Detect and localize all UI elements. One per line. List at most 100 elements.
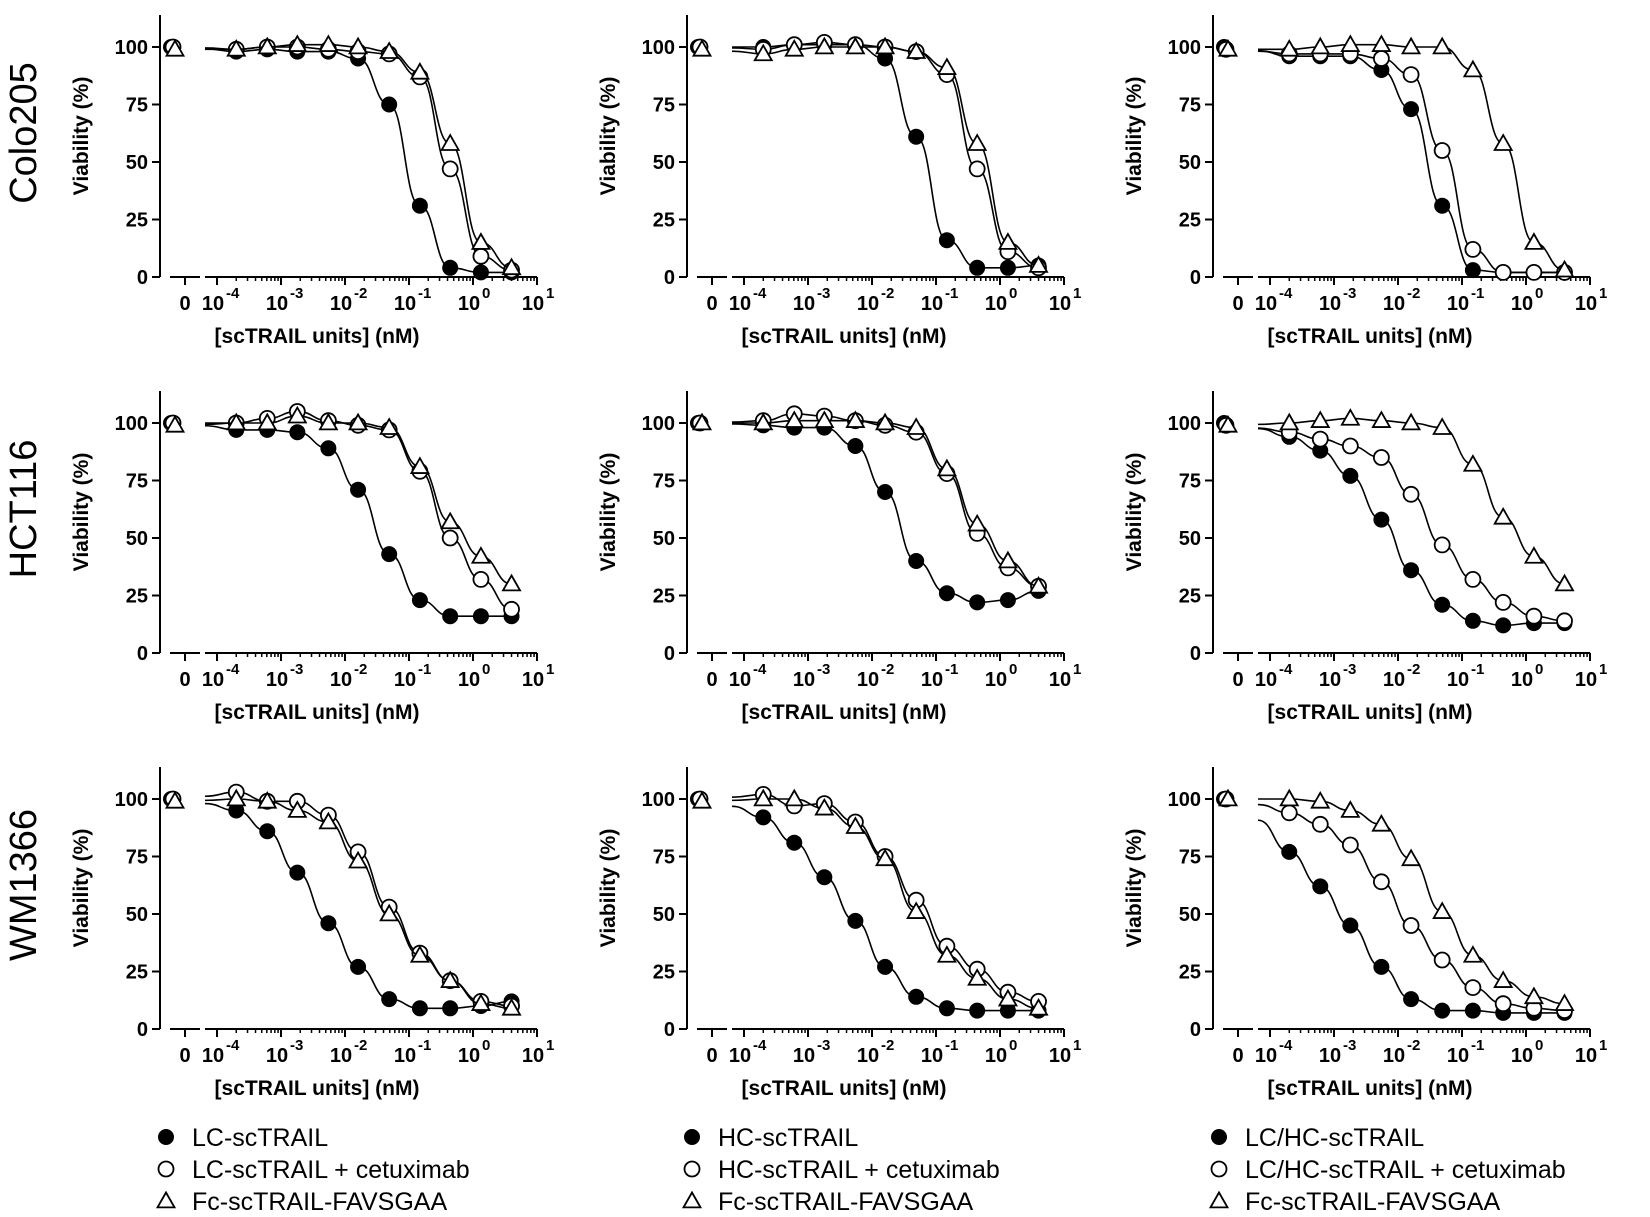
x-tick-label: 10: [857, 669, 879, 691]
data-point: [1554, 993, 1575, 1011]
x-axis-label: [scTRAIL units] (nM): [742, 1077, 947, 1100]
series-1: [163, 791, 520, 1017]
data-point: [1217, 788, 1239, 807]
x-tick-label: 0: [1232, 293, 1243, 315]
data-point: [936, 57, 957, 75]
x-tick-label: 10: [1511, 1045, 1533, 1067]
x-tick-exponent: 0: [1009, 661, 1017, 678]
data-point: [1464, 1002, 1481, 1019]
data-point: [967, 968, 988, 986]
data-point: [1523, 232, 1544, 250]
data-point: [969, 594, 986, 611]
data-point: [1340, 408, 1361, 426]
fit-curve: [1257, 427, 1565, 622]
data-point: [1311, 430, 1329, 448]
data-point: [1434, 197, 1451, 214]
data-point: [936, 945, 957, 963]
row-label: HCT116: [3, 440, 45, 579]
data-point: [1373, 958, 1390, 975]
data-point: [997, 232, 1018, 250]
x-tick-label: 10: [1049, 669, 1071, 691]
data-point: [999, 592, 1016, 609]
data-point: [1028, 575, 1049, 594]
x-tick-label: 10: [921, 669, 943, 691]
data-point: [784, 410, 805, 428]
data-point: [1556, 612, 1573, 630]
series-3: [164, 788, 522, 1016]
data-point: [1462, 945, 1483, 963]
data-point: [226, 412, 247, 431]
data-point: [1494, 593, 1512, 611]
data-point: [1434, 596, 1451, 613]
x-tick-exponent: -2: [881, 1037, 894, 1054]
x-tick-exponent: 1: [1073, 661, 1081, 678]
data-point: [381, 546, 398, 563]
row-label: Colo205: [3, 62, 45, 204]
y-tick-label: 0: [137, 267, 148, 289]
x-tick-label: 0: [179, 1045, 190, 1067]
data-point: [1028, 255, 1049, 273]
data-point: [1403, 991, 1420, 1008]
data-point: [411, 1000, 428, 1017]
x-tick-label: 10: [985, 1045, 1007, 1067]
x-tick-label: 10: [394, 1045, 416, 1067]
y-tick-label: 25: [653, 586, 675, 608]
data-point: [999, 259, 1016, 276]
x-tick-label: 10: [394, 669, 416, 691]
data-point: [1401, 36, 1422, 55]
data-point: [1403, 562, 1420, 579]
x-tick-exponent: -4: [226, 661, 240, 678]
data-point: [908, 128, 925, 145]
x-tick-exponent: 0: [1009, 285, 1017, 302]
data-point: [1432, 901, 1453, 919]
x-tick-label: 0: [706, 293, 717, 315]
data-point: [257, 412, 278, 431]
legend-label: LC-scTRAIL + cetuximab: [192, 1156, 470, 1184]
data-point: [845, 410, 866, 428]
data-point: [1402, 917, 1420, 934]
data-point: [472, 247, 490, 265]
data-point: [1372, 50, 1390, 67]
x-tick-label: 10: [1511, 293, 1533, 315]
data-point: [470, 993, 491, 1011]
data-point: [1311, 815, 1329, 833]
y-tick-label: 75: [1179, 847, 1201, 869]
x-tick-label: 10: [202, 1045, 224, 1067]
series-2: [1217, 40, 1573, 281]
data-point: [409, 456, 430, 474]
data-point: [1372, 873, 1390, 891]
x-tick-label: 10: [1575, 293, 1597, 315]
data-point: [1372, 449, 1390, 466]
series-2: [164, 783, 520, 1015]
data-point: [1373, 511, 1390, 528]
legend-1: LC-scTRAIL LC-scTRAIL + cetuximab Fc-scTRA…: [155, 1124, 470, 1216]
x-tick-label: 10: [793, 1045, 815, 1067]
data-point: [875, 36, 896, 55]
x-axis-label: [scTRAIL units] (nM): [215, 325, 420, 348]
x-tick-label: 10: [985, 669, 1007, 691]
data-point: [381, 96, 398, 113]
y-tick-label: 0: [664, 267, 675, 289]
data-point: [164, 414, 186, 433]
series-1: [1216, 415, 1573, 634]
data-point: [877, 958, 894, 975]
data-point: [1217, 38, 1239, 57]
row-label: WM1366: [3, 809, 45, 961]
x-tick-label: 10: [266, 669, 288, 691]
x-tick-label: 10: [985, 293, 1007, 315]
data-point: [320, 915, 337, 932]
legend-marker: [684, 1129, 700, 1145]
y-tick-label: 50: [126, 904, 148, 926]
data-point: [753, 412, 774, 431]
x-tick-exponent: -4: [226, 285, 240, 302]
y-axis-label: Viability (%): [70, 829, 93, 948]
data-point: [289, 424, 306, 441]
data-point: [1433, 142, 1451, 159]
data-point: [906, 41, 927, 59]
series-1: [1216, 791, 1573, 1021]
legend-marker: [158, 1129, 174, 1145]
y-axis-label: Viability (%): [1123, 453, 1146, 572]
data-point: [381, 991, 398, 1008]
data-point: [1279, 788, 1300, 807]
